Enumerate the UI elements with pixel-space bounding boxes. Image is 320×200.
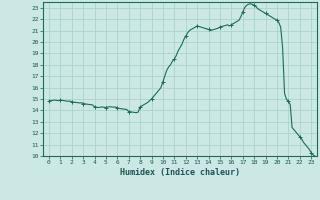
- X-axis label: Humidex (Indice chaleur): Humidex (Indice chaleur): [120, 168, 240, 177]
